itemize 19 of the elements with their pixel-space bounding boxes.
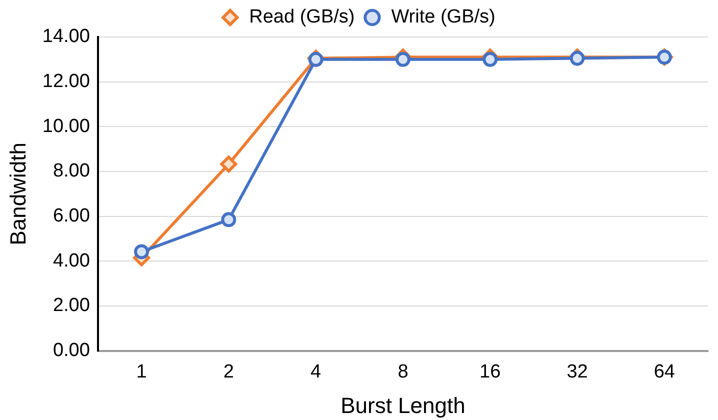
- x-tick-label: 2: [223, 361, 234, 382]
- y-tick-label: 6.00: [52, 206, 90, 227]
- y-tick-label: 0.00: [52, 340, 90, 362]
- x-axis-title: Burst Length: [340, 392, 466, 418]
- y-tick-label: 2.00: [52, 295, 90, 316]
- legend-label: Read (GB/s): [249, 6, 355, 28]
- legend-label: Write (GB/s): [391, 6, 496, 28]
- y-axis-title: Bandwidth: [5, 142, 30, 246]
- y-tick-label: 10.00: [42, 116, 90, 137]
- x-tick-label: 8: [398, 361, 408, 382]
- x-tick-label: 16: [480, 361, 501, 382]
- y-tick-label: 8.00: [52, 160, 90, 182]
- x-tick-label: 64: [654, 361, 676, 382]
- x-tick-label: 1: [136, 361, 147, 382]
- x-tick-label: 4: [310, 361, 322, 382]
- y-tick-label: 4.00: [52, 250, 90, 272]
- y-tick-label: 12.00: [42, 71, 90, 92]
- x-tick-label: 32: [566, 361, 588, 382]
- y-tick-label: 14.00: [42, 26, 90, 48]
